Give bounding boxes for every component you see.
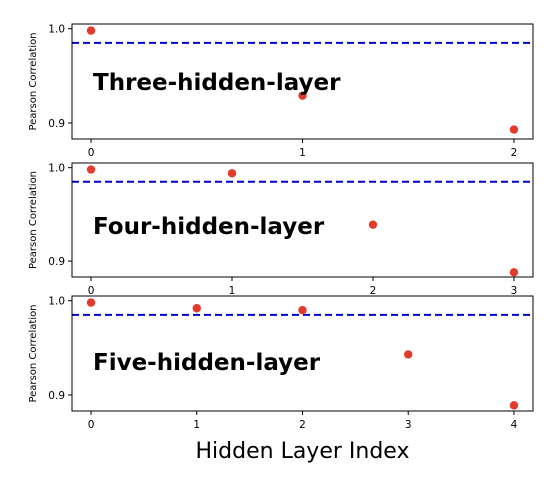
data-point — [192, 304, 201, 313]
data-point — [298, 91, 307, 100]
data-point — [86, 298, 96, 307]
data-point — [368, 220, 378, 229]
data-point — [227, 169, 237, 178]
x-axis-label: Hidden Layer Index — [196, 439, 410, 464]
x-tick-label: 2 — [511, 147, 518, 159]
y-tick-label: 0.9 — [48, 390, 65, 402]
data-point — [86, 165, 96, 174]
x-tick-label: 4 — [511, 419, 518, 431]
axes-frame — [71, 162, 534, 278]
x-tick-label: 2 — [370, 285, 377, 297]
y-tick-label: 1.0 — [48, 24, 65, 36]
y-tick-label: 1.0 — [48, 296, 65, 308]
subplot-2: 0.9 1.0 0 1 2 3 Pearson Correlation Four-hidden… — [28, 162, 534, 297]
x-tick-label: 3 — [405, 419, 412, 431]
x-tick-label: 0 — [88, 419, 95, 431]
y-tick-label: 0.9 — [48, 256, 65, 268]
panel-title: Five-hidden-layer — [93, 350, 321, 376]
panel-title: Three-hidden-layer — [93, 70, 341, 96]
x-tick-label: 1 — [299, 147, 306, 159]
x-tick-label: 0 — [88, 147, 95, 159]
y-tick-label: 1.0 — [48, 163, 65, 175]
x-tick-label: 1 — [193, 419, 200, 431]
data-point — [404, 350, 413, 359]
data-point — [509, 268, 519, 277]
x-tick-label: 2 — [299, 419, 306, 431]
data-point — [509, 401, 519, 410]
data-point — [509, 125, 519, 134]
subplot-3: 0.9 1.0 0 1 2 3 4 Pearson Correlation Five-hidde… — [28, 295, 534, 464]
x-tick-label: 0 — [88, 285, 95, 297]
data-point — [298, 305, 307, 315]
x-tick-label: 1 — [229, 285, 236, 297]
y-tick-label: 0.9 — [48, 118, 65, 130]
panel-title: Four-hidden-layer — [93, 214, 325, 240]
subplot-1: 0.9 1.0 0 1 2 Pearson Correlation Three-hidden… — [28, 23, 534, 159]
y-axis-label: Pearson Correlation — [28, 304, 39, 402]
y-axis-label: Pearson Correlation — [28, 171, 39, 269]
data-point — [86, 26, 96, 35]
x-tick-label: 3 — [511, 285, 518, 297]
y-axis-label: Pearson Correlation — [28, 32, 39, 130]
